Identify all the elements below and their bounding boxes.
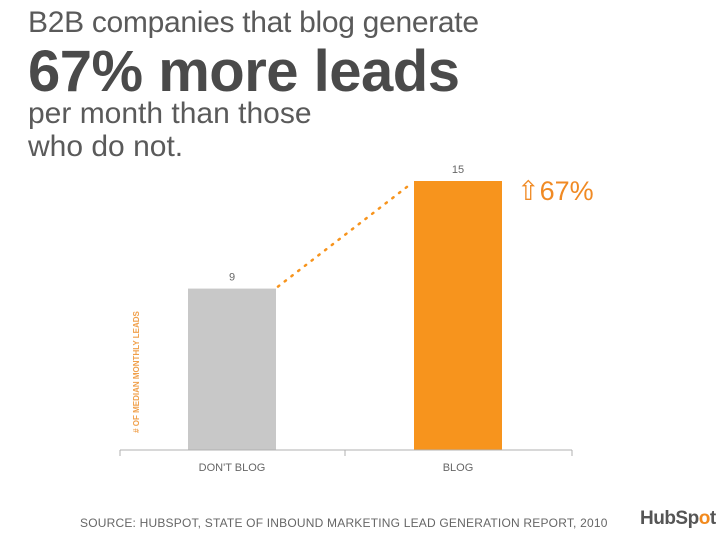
headline-line-4: who do not. [28,130,184,163]
category-label-2: BLOG [443,462,474,474]
increase-callout: ⇧67% [517,176,594,207]
headline-line-1: B2B companies that blog generate [28,6,479,39]
bar-1 [188,288,276,450]
bar-2 [414,181,502,450]
trend-connector [276,181,414,288]
headline-line-3: per month than those [28,97,312,130]
headline-emphasis: 67% more leads [28,39,460,104]
hubspot-logo: HubSpot [640,508,716,529]
data-label-2: 15 [452,164,464,176]
callout-value: 67% [539,176,594,206]
category-label-1: DON'T BLOG [199,462,266,474]
source-citation: SOURCE: HUBSPOT, STATE OF INBOUND MARKET… [80,516,608,530]
up-arrow-icon: ⇧ [517,176,540,206]
y-axis-label: # OF MEDIAN MONTHLY LEADS [132,310,141,432]
data-label-1: 9 [229,272,235,284]
